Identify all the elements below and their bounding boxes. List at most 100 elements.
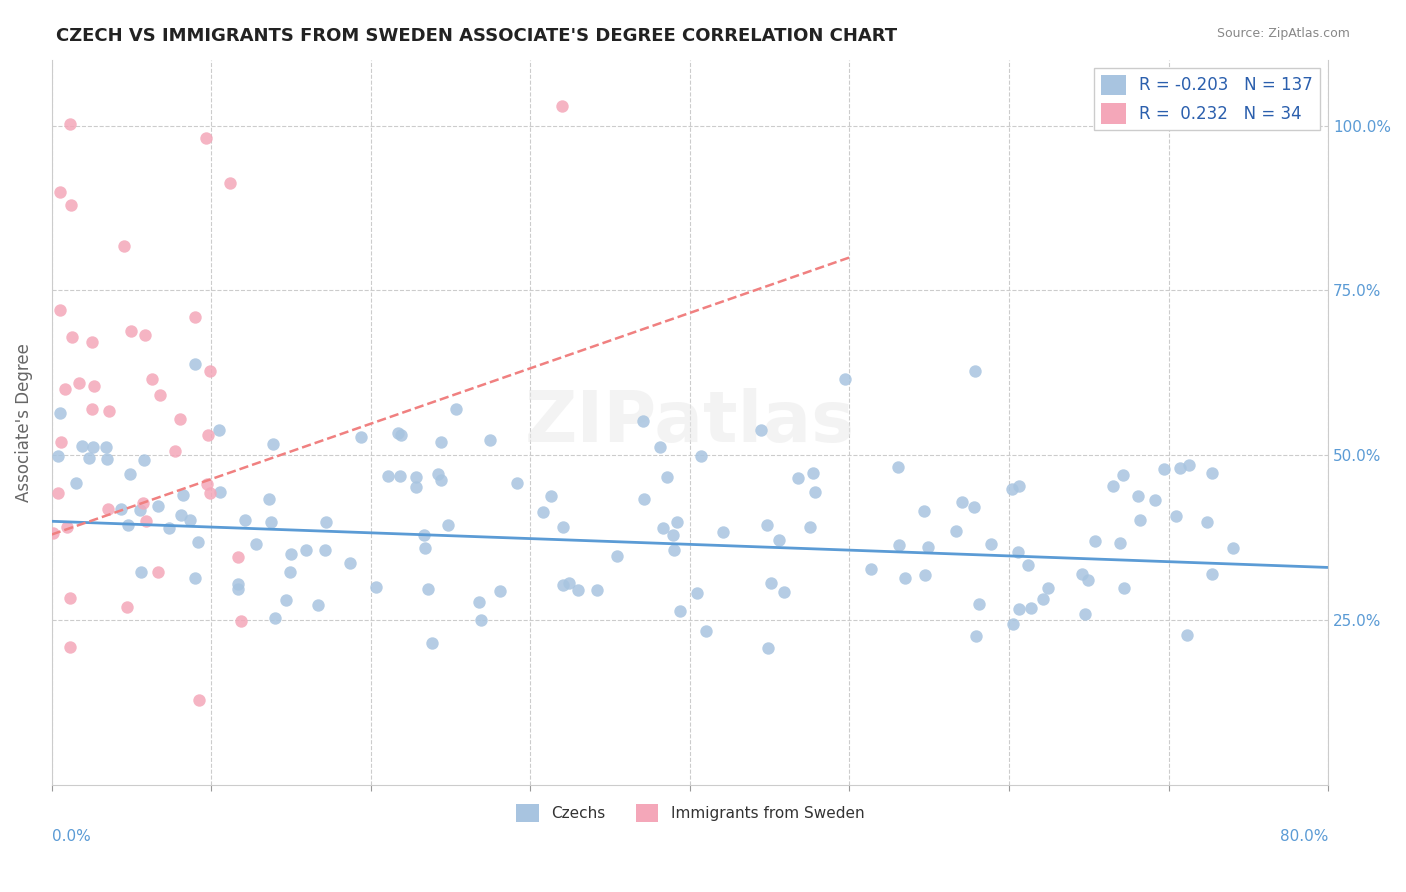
Point — [79, 451, 101, 466]
Point — [586, 583, 609, 598]
Point — [965, 629, 987, 643]
Point — [70, 439, 93, 453]
Point — [67, 376, 90, 390]
Point — [129, 503, 152, 517]
Point — [149, 388, 172, 402]
Point — [467, 595, 489, 609]
Point — [184, 571, 207, 585]
Point — [165, 443, 187, 458]
Point — [551, 99, 574, 113]
Text: Source: ZipAtlas.com: Source: ZipAtlas.com — [1216, 27, 1350, 40]
Point — [134, 327, 156, 342]
Point — [59, 640, 82, 654]
Point — [430, 435, 453, 450]
Point — [377, 469, 399, 483]
Point — [661, 528, 683, 542]
Point — [606, 549, 628, 564]
Point — [1002, 616, 1025, 631]
Point — [295, 542, 318, 557]
Point — [1032, 591, 1054, 606]
Point — [278, 565, 301, 579]
Point — [773, 585, 796, 599]
Point — [412, 528, 434, 542]
Point — [1178, 458, 1201, 473]
Point — [169, 412, 191, 426]
Point — [179, 513, 201, 527]
Point — [132, 453, 155, 467]
Point — [1168, 460, 1191, 475]
Point — [389, 428, 412, 442]
Point — [49, 405, 72, 419]
Point — [59, 117, 82, 131]
Point — [557, 575, 579, 590]
Point — [405, 480, 427, 494]
Point — [218, 176, 240, 190]
Point — [1036, 581, 1059, 595]
Text: CZECH VS IMMIGRANTS FROM SWEDEN ASSOCIATE'S DEGREE CORRELATION CHART: CZECH VS IMMIGRANTS FROM SWEDEN ASSOCIAT… — [56, 27, 897, 45]
Point — [963, 364, 986, 378]
Point — [48, 303, 70, 318]
Point — [786, 471, 808, 485]
Point — [314, 543, 336, 558]
Point — [711, 525, 734, 540]
Point — [768, 533, 790, 547]
Point — [53, 383, 76, 397]
Point — [187, 534, 209, 549]
Point — [195, 131, 218, 145]
Point — [259, 492, 281, 507]
Text: ZIPatlas: ZIPatlas — [524, 388, 855, 457]
Point — [914, 568, 936, 582]
Point — [633, 492, 655, 507]
Point — [94, 440, 117, 454]
Point — [531, 505, 554, 519]
Point — [110, 502, 132, 516]
Point — [245, 537, 267, 551]
Point — [135, 514, 157, 528]
Point — [141, 372, 163, 386]
Point — [188, 692, 211, 706]
Point — [366, 580, 388, 594]
Point — [416, 582, 439, 596]
Point — [1201, 566, 1223, 581]
Point — [82, 402, 104, 417]
Legend: Czechs, Immigrants from Sweden: Czechs, Immigrants from Sweden — [509, 797, 870, 829]
Point — [963, 500, 986, 515]
Point — [276, 593, 298, 607]
Point — [307, 598, 329, 612]
Point — [117, 599, 139, 614]
Point — [631, 414, 654, 428]
Point — [82, 440, 104, 454]
Point — [1129, 513, 1152, 527]
Point — [405, 470, 427, 484]
Point — [444, 402, 467, 417]
Point — [1175, 628, 1198, 642]
Point — [413, 541, 436, 555]
Point — [1112, 581, 1135, 595]
Point — [228, 577, 250, 591]
Point — [756, 641, 779, 656]
Point — [1077, 573, 1099, 587]
Point — [686, 585, 709, 599]
Point — [200, 363, 222, 377]
Point — [1197, 515, 1219, 529]
Point — [315, 515, 337, 529]
Point — [1070, 566, 1092, 581]
Point — [912, 504, 935, 518]
Point — [651, 521, 673, 535]
Point — [1108, 535, 1130, 549]
Point — [118, 467, 141, 481]
Point — [894, 571, 917, 585]
Point — [917, 541, 939, 555]
Point — [1019, 600, 1042, 615]
Text: 0.0%: 0.0% — [52, 829, 90, 844]
Point — [55, 520, 77, 534]
Point — [197, 428, 219, 442]
Point — [436, 518, 458, 533]
Point — [803, 484, 825, 499]
Point — [48, 450, 70, 464]
Point — [226, 550, 249, 565]
Point — [690, 449, 713, 463]
Point — [553, 577, 575, 591]
Point — [231, 615, 253, 629]
Point — [112, 239, 135, 253]
